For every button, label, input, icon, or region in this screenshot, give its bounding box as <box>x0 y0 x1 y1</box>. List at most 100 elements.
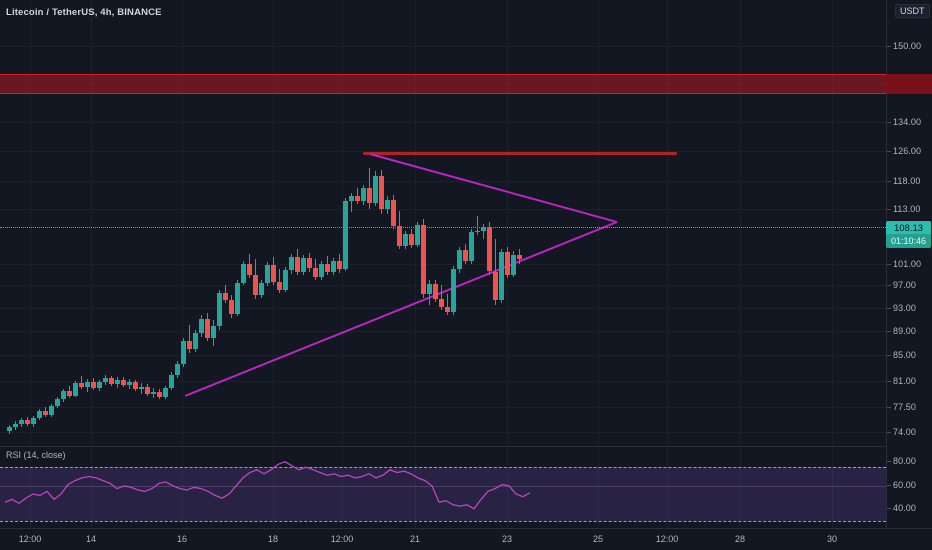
time-axis[interactable]: 12:00 14 16 18 12:00 21 23 25 12:00 28 30 <box>0 528 932 550</box>
gridline-horizontal <box>0 122 886 123</box>
time-axis-tick: 23 <box>501 534 513 544</box>
candle-body <box>181 340 186 364</box>
candle-body <box>145 387 150 395</box>
candle-body <box>109 378 114 385</box>
candle-body <box>457 250 462 270</box>
candle-body <box>463 250 468 262</box>
supply-zone[interactable] <box>0 74 886 94</box>
gridline-vertical <box>415 0 416 444</box>
candle-body <box>157 392 162 398</box>
candle-body <box>175 363 180 376</box>
candle-body <box>115 380 120 385</box>
gridline-vertical <box>182 0 183 444</box>
time-axis-tick: 12:00 <box>330 534 354 544</box>
candle-body <box>91 382 96 389</box>
candle-body <box>151 392 156 395</box>
candle-body <box>55 399 60 406</box>
candle-body <box>283 270 288 290</box>
candle-body <box>445 307 450 313</box>
candle-wick <box>81 376 82 390</box>
candle-body <box>25 419 30 425</box>
candle-body <box>337 261 342 270</box>
candle-body <box>325 264 330 272</box>
candle-body <box>127 382 132 386</box>
time-axis-tick: 16 <box>176 534 188 544</box>
candle-body <box>241 264 246 283</box>
time-axis-tick: 30 <box>826 534 838 544</box>
candle-body <box>499 252 504 300</box>
time-axis-tick: 21 <box>409 534 421 544</box>
price-axis-tick: 134.00 <box>886 117 922 127</box>
candle-body <box>13 423 18 427</box>
gridline-vertical <box>342 0 343 444</box>
rsi-oversold-line <box>0 521 886 522</box>
triangle-upper-trendline[interactable] <box>369 153 618 223</box>
candle-body <box>427 283 432 294</box>
candle-wick <box>483 223 484 239</box>
time-axis-tick: 18 <box>267 534 279 544</box>
gridline-horizontal <box>0 407 886 408</box>
candle-body <box>331 261 336 272</box>
price-axis-tick: 150.00 <box>886 41 922 51</box>
candle-body <box>271 265 276 282</box>
candle-wick <box>189 325 190 353</box>
candle-body <box>469 231 474 262</box>
rsi-indicator-label[interactable]: RSI (14, close) <box>6 450 66 460</box>
candle-body <box>97 382 102 389</box>
candle-wick <box>477 215 478 235</box>
price-axis-tick: 113.00 <box>886 204 921 214</box>
candle-body <box>493 271 498 300</box>
gridline-vertical <box>507 0 508 444</box>
gridline-vertical <box>273 447 274 528</box>
candle-body <box>217 292 222 327</box>
gridline-horizontal <box>0 331 886 332</box>
price-axis-tick: 93.00 <box>886 303 917 313</box>
gridline-vertical <box>740 0 741 444</box>
resistance-line[interactable] <box>363 152 677 155</box>
candle-body <box>373 176 378 204</box>
candle-body <box>265 265 270 283</box>
time-axis-tick: 12:00 <box>18 534 42 544</box>
candle-body <box>319 264 324 277</box>
current-price-badge[interactable]: 108.13 <box>886 221 931 236</box>
price-pane[interactable] <box>0 0 886 444</box>
candle-body <box>505 252 510 275</box>
candle-body <box>385 200 390 209</box>
rsi-pane[interactable]: RSI (14, close) <box>0 446 886 528</box>
candle-body <box>421 224 426 294</box>
candle-body <box>43 410 48 415</box>
price-axis-tick: 81.00 <box>886 376 917 386</box>
gridline-horizontal <box>0 151 886 152</box>
candle-body <box>247 264 252 275</box>
candle-body <box>163 388 168 398</box>
candle-body <box>169 375 174 389</box>
candle-body <box>517 255 522 259</box>
candle-body <box>409 233 414 246</box>
price-axis-tick: 101.00 <box>886 259 922 269</box>
candle-body <box>19 419 24 424</box>
time-axis-tick: 14 <box>85 534 97 544</box>
candle-body <box>133 382 138 390</box>
candle-body <box>259 282 264 295</box>
candle-body <box>67 391 72 397</box>
symbol-legend[interactable]: Litecoin / TetherUS, 4h, BINANCE <box>6 7 162 18</box>
candle-body <box>223 292 228 300</box>
candle-body <box>193 333 198 349</box>
candle-body <box>397 225 402 247</box>
candle-body <box>349 196 354 202</box>
candle-body <box>355 196 360 202</box>
gridline-horizontal <box>0 285 886 286</box>
price-axis-tick: 126.00 <box>886 146 922 156</box>
price-axis-tick: 74.00 <box>886 427 917 437</box>
price-axis[interactable]: USDT 150.00142.00134.00126.00118.00113.0… <box>886 0 932 528</box>
candle-body <box>403 233 408 247</box>
candle-body <box>391 200 396 226</box>
candle-body <box>475 230 480 233</box>
candle-body <box>295 257 300 272</box>
candle-body <box>307 258 312 269</box>
gridline-horizontal <box>0 46 886 47</box>
candle-wick <box>279 269 280 293</box>
bar-countdown-badge: 01:10:46 <box>886 234 931 248</box>
rsi-line-series <box>4 460 531 510</box>
